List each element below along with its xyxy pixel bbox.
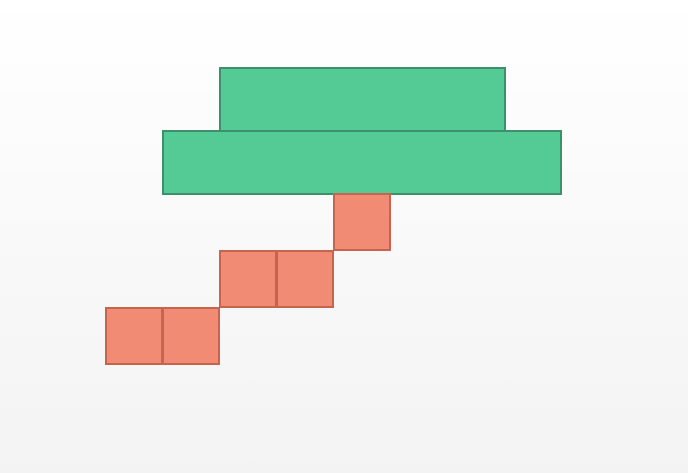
platform-bottom [162,130,562,195]
tile-4 [105,307,163,365]
tile-3 [276,250,334,308]
platform-top [219,67,506,132]
tile-2 [219,250,277,308]
tile-1 [333,193,391,251]
tile-5 [162,307,220,365]
